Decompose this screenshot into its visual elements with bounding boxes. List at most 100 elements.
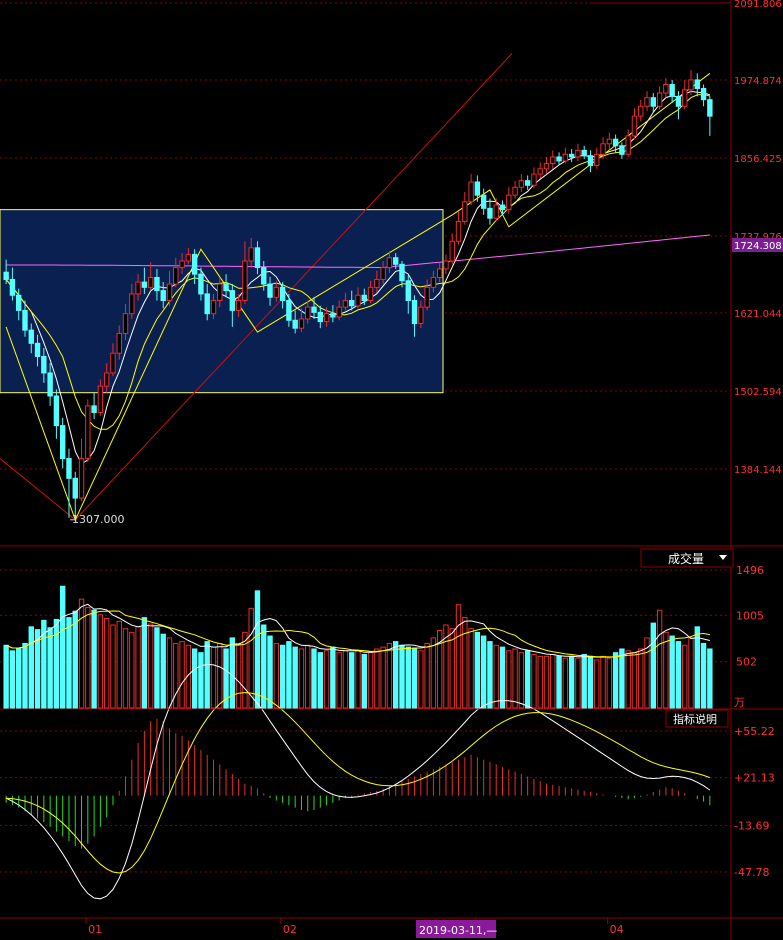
candle <box>361 288 367 306</box>
candle <box>273 280 280 302</box>
candle <box>436 262 443 283</box>
volume-unit-label: 万 <box>734 696 745 709</box>
volume-bar <box>267 635 273 709</box>
volume-bar <box>154 627 160 709</box>
volume-axis-tick-label: 1496 <box>736 564 764 577</box>
volume-bar <box>129 631 135 709</box>
candle-body <box>349 300 355 307</box>
volume-bar <box>531 653 537 709</box>
volume-bar <box>147 623 154 709</box>
candle-body <box>135 281 141 295</box>
candle-body <box>129 293 135 315</box>
candle <box>575 143 581 161</box>
volume-bar <box>700 642 707 709</box>
candle-body <box>688 79 694 91</box>
last-price-tag: 1724.308 <box>732 237 783 252</box>
volume-bar <box>707 648 713 709</box>
candle-body <box>16 294 22 311</box>
volume-bar <box>499 646 506 709</box>
candle <box>28 323 34 354</box>
volume-bar <box>323 650 330 709</box>
consolidation-box <box>0 209 444 394</box>
candle-body <box>154 276 160 292</box>
candle-body <box>656 92 663 107</box>
volume-bar <box>650 622 657 709</box>
volume-ma10-line <box>5 610 710 658</box>
candle-body <box>700 87 707 101</box>
candle <box>638 99 644 122</box>
volume-bar <box>9 650 16 709</box>
candle-body <box>694 79 700 89</box>
candle-body <box>367 286 374 302</box>
candle <box>556 152 562 166</box>
candle-body <box>499 204 506 211</box>
candle <box>374 270 380 293</box>
volume-bar <box>399 644 405 709</box>
candle-body <box>587 155 594 167</box>
candle-body <box>191 253 198 275</box>
volume-bar <box>405 646 411 709</box>
candle <box>198 267 204 301</box>
candle-body <box>468 181 474 203</box>
volume-bar <box>449 628 455 709</box>
candle <box>512 180 518 199</box>
volume-bar <box>568 655 575 709</box>
candle-body <box>436 268 443 278</box>
volume-bar <box>22 642 28 709</box>
candle <box>103 363 110 393</box>
candle <box>166 270 173 306</box>
candle <box>418 300 424 329</box>
volume-bar <box>474 631 481 709</box>
candle <box>135 274 141 301</box>
candle-body <box>3 271 9 280</box>
volume-indicator-tab[interactable]: 成交量 <box>640 548 734 568</box>
volume-bar <box>594 659 600 709</box>
volume-bar <box>242 631 248 709</box>
candle-body <box>562 153 569 162</box>
volume-bar <box>116 620 122 709</box>
macd-indicator-tab[interactable]: 指标说明 <box>665 709 729 728</box>
cursor-date-tag: 2019-03-11,— <box>416 920 497 938</box>
volume-bar <box>166 637 173 709</box>
candle-body <box>166 283 173 302</box>
volume-bar <box>78 598 85 709</box>
candle-body <box>141 281 148 288</box>
volume-bar <box>512 648 518 709</box>
candle <box>242 241 248 304</box>
candle <box>424 279 430 311</box>
volume-bar <box>248 607 254 709</box>
volume-bar <box>41 619 47 709</box>
volume-bar <box>380 646 386 709</box>
candle-body <box>612 138 619 147</box>
volume-bar <box>179 641 185 709</box>
triangle-down-icon[interactable] <box>719 555 727 560</box>
candle-body <box>28 329 34 344</box>
volume-bar <box>462 617 468 709</box>
candle-body <box>411 300 418 325</box>
candle <box>675 91 682 120</box>
volume-bar <box>556 655 562 709</box>
candle <box>311 297 317 319</box>
volume-bar <box>361 653 367 709</box>
candle <box>78 438 85 502</box>
candle <box>185 247 192 265</box>
candle-body <box>568 153 575 158</box>
candle <box>91 392 97 420</box>
candle-body <box>122 313 129 334</box>
candle-body <box>330 313 336 318</box>
candle-body <box>424 286 430 308</box>
volume-bar <box>493 644 499 709</box>
candle-body <box>506 194 512 211</box>
volume-bar <box>273 642 280 709</box>
candle <box>518 174 525 192</box>
candle <box>644 91 650 111</box>
volume-bar <box>185 644 192 709</box>
zigzag-line <box>5 72 711 522</box>
candle-body <box>556 156 562 162</box>
volume-bar <box>524 650 531 709</box>
candle-body <box>512 186 518 196</box>
candle <box>34 334 41 367</box>
candle-body <box>229 290 236 311</box>
